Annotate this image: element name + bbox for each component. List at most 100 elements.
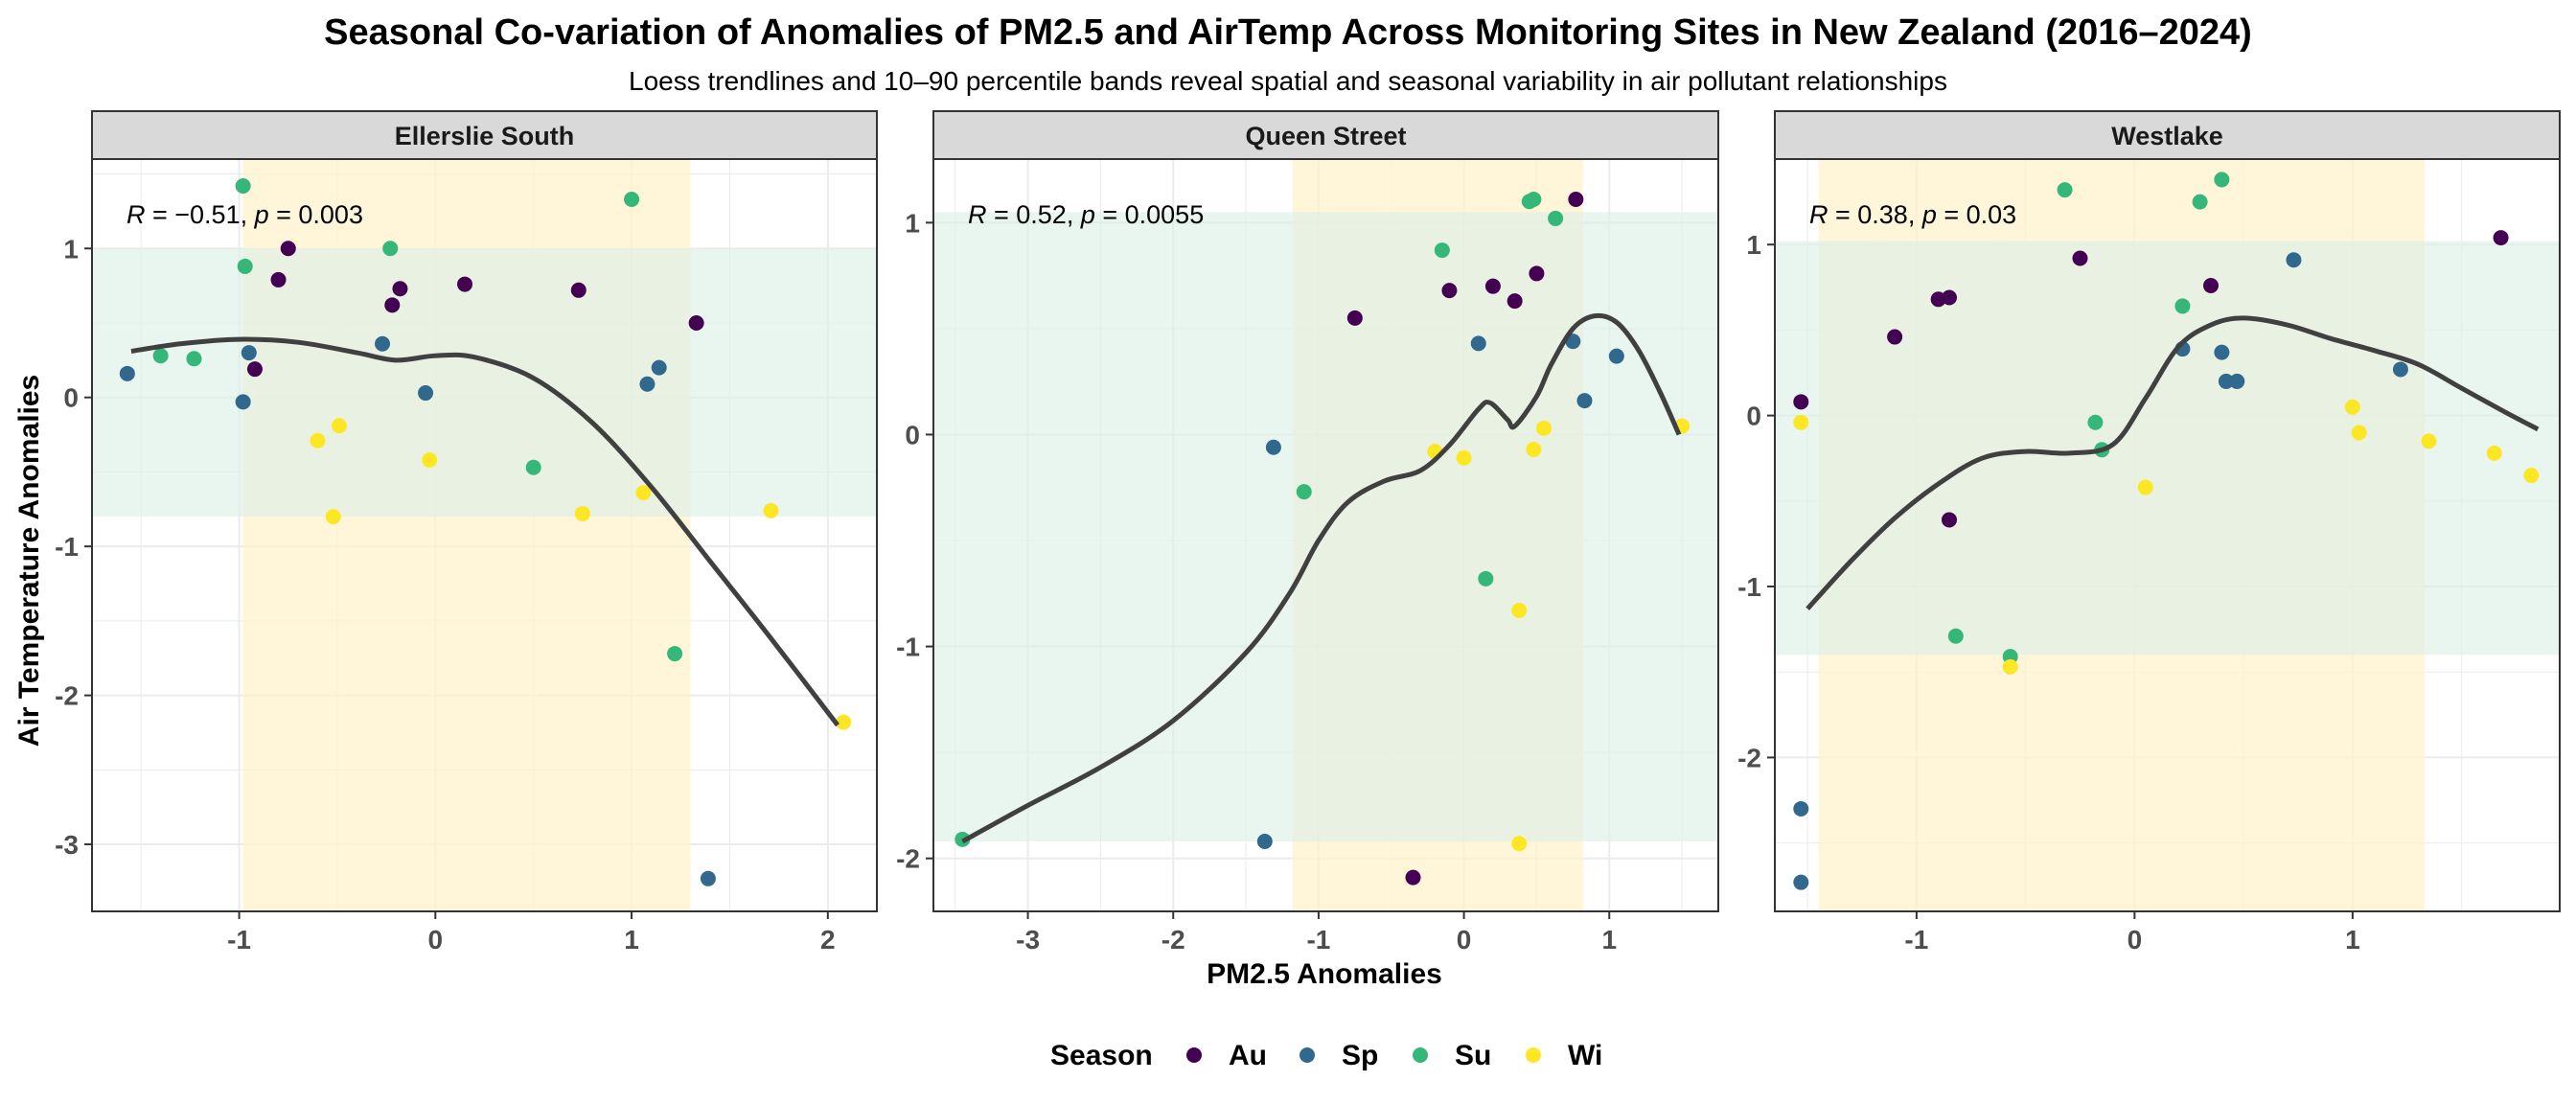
point-sp [2392, 361, 2408, 378]
legend-label-wi: Wi [1568, 1040, 1602, 1071]
facet-strip [932, 110, 1719, 160]
point-sp [639, 376, 656, 392]
point-au [2493, 230, 2509, 246]
y-tick-label: -3 [55, 830, 79, 860]
point-wi [2421, 433, 2437, 449]
point-wi [1536, 420, 1552, 436]
point-au [392, 281, 408, 297]
x-tick-label: 2 [820, 925, 836, 954]
points [1793, 172, 2540, 890]
point-su [2087, 414, 2104, 430]
point-su [1947, 628, 1964, 644]
point-wi [331, 418, 347, 434]
facet-strip [1774, 110, 2561, 160]
y-percentile-band [1775, 241, 2560, 656]
point-su [1296, 484, 1312, 500]
point-sp [700, 870, 716, 886]
point-wi [310, 432, 326, 448]
point-su [2214, 172, 2230, 188]
point-su [1548, 210, 1564, 226]
point-wi [1793, 414, 1809, 430]
y-tick-label: -2 [1737, 743, 1761, 772]
y-axis-label: Air Temperature Anomalies [13, 375, 45, 747]
x-tick-label: 0 [1457, 925, 1472, 954]
legend-label-su: Su [1455, 1040, 1491, 1071]
x-tick-label: 1 [1601, 925, 1617, 954]
point-au [457, 276, 473, 292]
point-sp [1265, 439, 1281, 455]
stat-annotation: R = 0.52, p = 0.0055 [968, 200, 1204, 229]
point-wi [2002, 658, 2018, 675]
legend-key-au [1186, 1047, 1202, 1063]
point-sp [119, 365, 135, 381]
x-axis-label: PM2.5 Anomalies [1207, 958, 1442, 990]
point-wi [763, 502, 779, 518]
panel-0: Ellerslie South R = −0.51, p = 0.003 -1 0 1 2… [55, 110, 878, 954]
x-tick-label: -3 [1016, 925, 1040, 954]
facet-title: Ellerslie South [395, 122, 575, 150]
facet-strip [91, 110, 878, 160]
y-tick-label: 1 [63, 234, 79, 264]
point-su [624, 191, 640, 207]
stat-annotation: R = 0.38, p = 0.03 [1809, 200, 2016, 229]
panel-1: Queen Street R = 0.52, p = 0.0055 -3 -2 -1 0 1… [896, 110, 1719, 954]
chart-title: Seasonal Co-variation of Anomalies of PM… [324, 12, 2252, 53]
point-su [152, 348, 169, 364]
y-tick-label: 1 [905, 208, 920, 238]
point-wi [574, 505, 590, 521]
y-tick-label: 0 [905, 420, 920, 449]
point-sp [651, 359, 667, 376]
y-tick-label: -1 [896, 632, 920, 662]
point-su [1434, 242, 1450, 259]
point-su [1478, 570, 1494, 586]
point-au [270, 271, 287, 288]
point-sp [2218, 373, 2234, 389]
point-wi [2351, 425, 2367, 441]
legend-key-sp [1300, 1047, 1315, 1063]
point-wi [2486, 445, 2502, 461]
x-tick-label: -1 [1306, 925, 1330, 954]
point-au [1942, 289, 1957, 306]
loess-trendline [1806, 315, 2540, 610]
legend-key-wi [1526, 1047, 1541, 1063]
x-tick-label: -1 [1904, 925, 1928, 954]
y-tick-label: 0 [1746, 402, 1761, 431]
y-tick-label: -2 [55, 681, 79, 711]
facet-title: Westlake [2111, 122, 2223, 150]
point-wi [1511, 603, 1528, 618]
point-au [384, 297, 401, 313]
point-su [667, 646, 683, 662]
point-sp [418, 385, 434, 402]
panel-2: Westlake R = 0.38, p = 0.03 -1 0 1 -2 -1 0 1 [1737, 110, 2561, 954]
stat-annotation: R = −0.51, p = 0.003 [126, 200, 363, 229]
point-wi [1526, 441, 1542, 457]
x-tick-label: 1 [624, 925, 639, 954]
point-au [2072, 250, 2088, 266]
point-au [1529, 265, 1545, 282]
point-sp [2214, 344, 2230, 360]
points [119, 177, 852, 886]
point-au [1887, 329, 1903, 345]
point-su [2057, 182, 2073, 198]
y-percentile-band [92, 248, 877, 518]
point-au [1441, 283, 1458, 299]
point-wi [2523, 468, 2540, 484]
legend: Season Au Sp Su Wi [1050, 1040, 1602, 1071]
legend-label-sp: Sp [1342, 1040, 1378, 1071]
y-tick-label: -1 [55, 532, 79, 562]
loess-trendline [961, 312, 1682, 844]
point-au [1346, 310, 1363, 326]
point-su [237, 258, 253, 274]
point-au [1405, 869, 1421, 886]
point-su [382, 241, 399, 257]
y-tick-label: 1 [1746, 230, 1761, 260]
y-tick-label: 0 [63, 383, 79, 413]
point-au [1506, 293, 1523, 310]
point-sp [241, 345, 257, 361]
points [954, 192, 1690, 886]
point-su [2192, 194, 2208, 210]
panels: Ellerslie South R = −0.51, p = 0.003 -1 0 1 2… [55, 110, 2561, 954]
x-tick-label: -1 [227, 925, 251, 954]
point-sp [1793, 800, 1809, 816]
